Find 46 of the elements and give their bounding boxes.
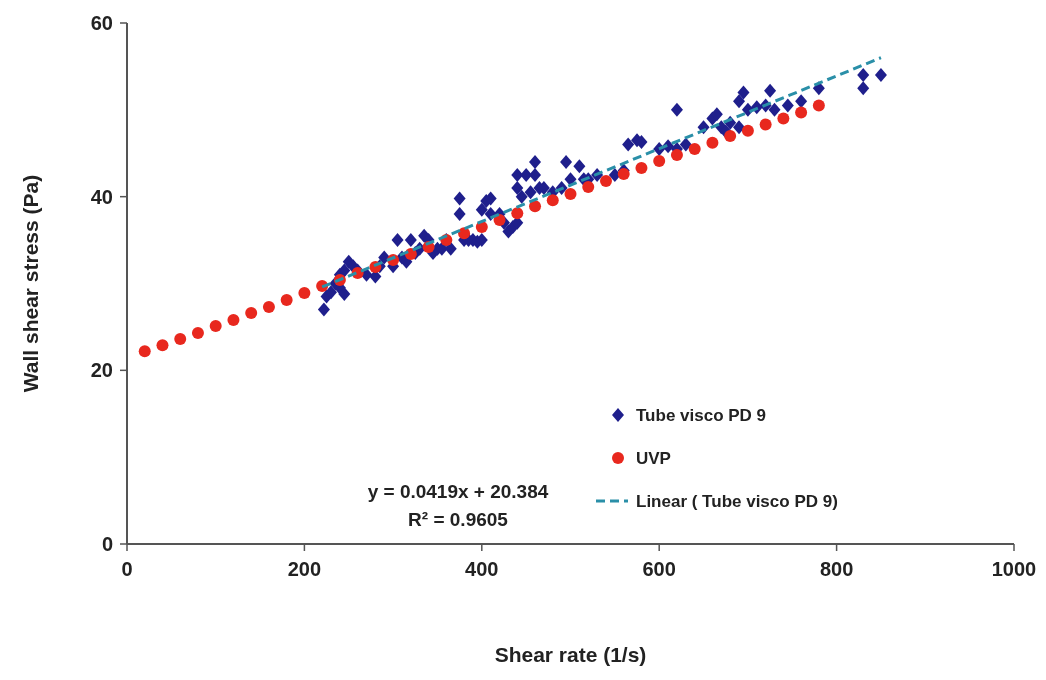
point <box>458 227 471 240</box>
point <box>245 307 258 320</box>
point <box>599 175 612 188</box>
point <box>262 300 275 313</box>
point <box>741 124 754 137</box>
point <box>298 287 311 300</box>
x-axis-title: Shear rate (1/s) <box>494 643 647 666</box>
point <box>706 136 719 149</box>
y-tick-label: 40 <box>90 185 113 208</box>
point <box>724 129 737 142</box>
point <box>529 200 542 213</box>
point <box>174 333 187 346</box>
legend-label: Linear ( Tube visco PD 9) <box>636 491 838 511</box>
y-tick-label: 20 <box>90 359 113 382</box>
point <box>795 106 808 119</box>
point <box>688 142 701 155</box>
point <box>670 148 683 161</box>
x-tick-label: 200 <box>287 558 322 580</box>
annotation: R² = 0.9605 <box>408 509 509 530</box>
point <box>511 207 524 220</box>
point <box>812 99 825 112</box>
legend-label: UVP <box>636 448 671 468</box>
annotation: y = 0.0419x + 20.384 <box>367 481 549 502</box>
point <box>156 339 169 352</box>
point <box>138 345 151 358</box>
y-tick-label: 0 <box>101 533 113 555</box>
point <box>759 118 772 131</box>
x-tick-label: 400 <box>465 558 499 580</box>
x-tick-label: 800 <box>819 558 854 580</box>
y-tick-label: 60 <box>90 12 113 34</box>
point <box>546 194 559 207</box>
point <box>280 294 293 306</box>
point <box>653 155 666 168</box>
point <box>564 188 577 201</box>
y-axis-title: Wall shear stress (Pa) <box>19 174 42 393</box>
x-tick-label: 1000 <box>991 558 1037 580</box>
point <box>635 162 648 175</box>
x-tick-label: 0 <box>121 558 133 580</box>
point <box>617 168 630 181</box>
point <box>777 112 790 125</box>
x-tick-label: 600 <box>642 558 676 580</box>
legend-label: Tube visco PD 9 <box>636 405 767 425</box>
point <box>209 320 222 333</box>
point <box>191 327 204 339</box>
point <box>582 181 595 194</box>
point <box>227 313 240 326</box>
